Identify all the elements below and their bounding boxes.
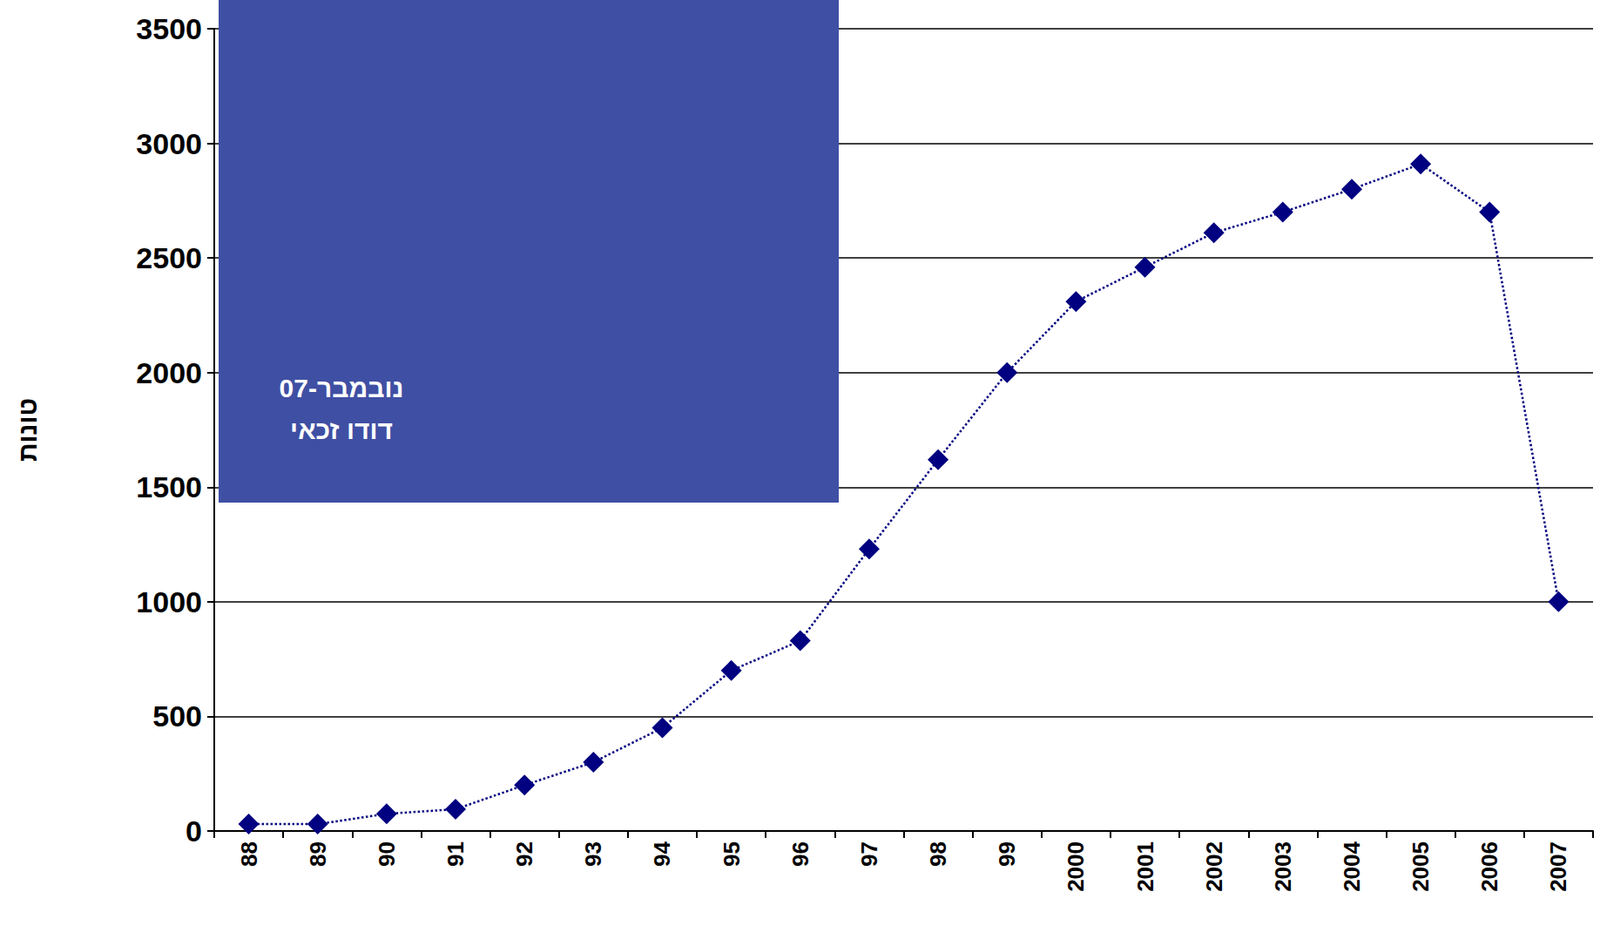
svg-text:נובמבר-07: נובמבר-07 (279, 373, 405, 403)
svg-text:94: 94 (648, 840, 676, 866)
svg-text:90: 90 (373, 841, 400, 867)
svg-text:2004: 2004 (1338, 840, 1365, 892)
svg-text:2000: 2000 (1062, 841, 1089, 892)
svg-text:500: 500 (152, 699, 203, 733)
svg-text:88: 88 (236, 841, 263, 867)
svg-text:92: 92 (511, 841, 538, 867)
svg-text:95: 95 (718, 841, 745, 867)
svg-text:2007: 2007 (1545, 841, 1572, 892)
svg-text:2003: 2003 (1269, 841, 1297, 892)
svg-text:0: 0 (185, 814, 203, 848)
svg-text:2005: 2005 (1407, 841, 1434, 892)
svg-text:1000: 1000 (135, 585, 203, 619)
svg-text:91: 91 (442, 841, 469, 867)
svg-text:97: 97 (856, 841, 883, 867)
svg-text:89: 89 (304, 841, 331, 867)
svg-text:2002: 2002 (1201, 841, 1228, 892)
svg-text:2006: 2006 (1476, 841, 1503, 892)
svg-text:2500: 2500 (135, 241, 203, 275)
svg-text:3500: 3500 (135, 12, 203, 46)
svg-text:טונות: טונות (13, 398, 42, 462)
svg-text:98: 98 (924, 841, 952, 867)
svg-text:99: 99 (993, 841, 1020, 867)
svg-text:דודו זכאי: דודו זכאי (290, 415, 393, 445)
svg-text:2001: 2001 (1132, 841, 1159, 892)
svg-text:96: 96 (787, 841, 814, 867)
svg-text:3000: 3000 (135, 127, 203, 161)
svg-text:2000: 2000 (135, 356, 203, 390)
svg-text:93: 93 (580, 841, 607, 867)
svg-text:1500: 1500 (135, 470, 203, 504)
